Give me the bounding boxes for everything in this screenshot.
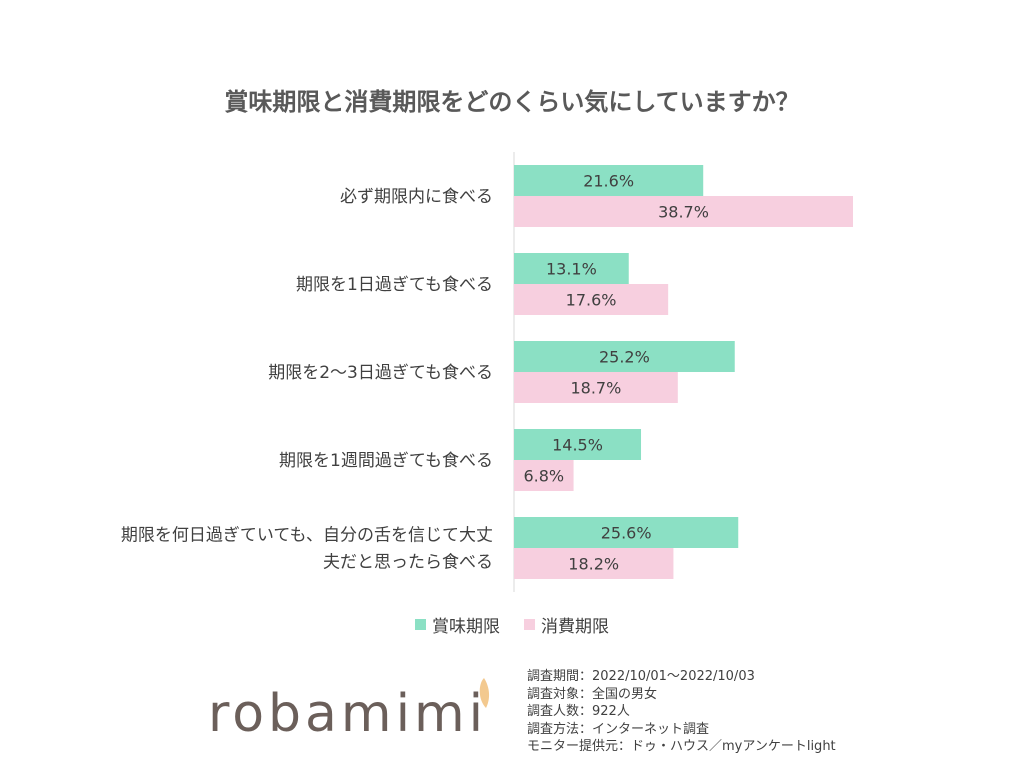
category-label: 必ず期限内に食べる <box>340 187 493 207</box>
robamimi-logo: robamimi <box>208 684 488 744</box>
bar-shoumi <box>514 341 735 372</box>
category-label: 期限を1週間過ぎても食べる <box>279 451 493 471</box>
survey-provider: モニター提供元：ドゥ・ハウス／myアンケートlight <box>527 739 836 754</box>
data-label: 14.5% <box>552 436 603 455</box>
data-label: 18.2% <box>568 555 619 574</box>
chart-title: 賞味期限と消費期限をどのくらい気にしていますか？ <box>224 88 800 116</box>
rabbit-ear-icon <box>479 678 490 708</box>
survey-target: 調査対象：全国の男女 <box>527 686 658 702</box>
data-label: 38.7% <box>658 203 709 222</box>
survey-period: 調査期間：2022/10/01～2022/10/03 <box>527 669 755 684</box>
bar-shouhi <box>514 196 853 227</box>
survey-notes: 調査期間：2022/10/01～2022/10/03 調査対象：全国の男女 調査… <box>527 668 836 756</box>
bar-chart: 必ず期限内に食べる 21.6% 38.7% 期限を1日過ぎても食べる 13.1% 17.6… <box>121 152 853 592</box>
bar-shouhi <box>514 284 669 315</box>
data-label: 18.7% <box>570 379 621 398</box>
category-label: 夫だと思ったら食べる <box>323 553 493 573</box>
data-label: 6.8% <box>523 467 564 486</box>
data-label: 25.2% <box>599 348 650 367</box>
bar-shouhi <box>514 372 678 403</box>
category-label: 期限を何日過ぎていても、自分の舌を信じて大丈 <box>121 526 493 546</box>
legend-label-shouhi: 消費期限 <box>541 617 609 637</box>
legend-swatch-shouhi <box>524 619 535 630</box>
legend-item-shoumi: 賞味期限 <box>415 612 500 637</box>
bar-shoumi <box>514 165 704 196</box>
category-label: 期限を2～3日過ぎても食べる <box>268 363 493 383</box>
legend: 賞味期限 消費期限 <box>0 612 1024 637</box>
bar-shouhi <box>514 460 574 491</box>
data-label: 17.6% <box>566 291 617 310</box>
data-label: 13.1% <box>546 260 597 279</box>
bar-shoumi <box>514 429 642 460</box>
legend-label-shoumi: 賞味期限 <box>432 617 500 637</box>
legend-item-shouhi: 消費期限 <box>524 612 609 637</box>
bar-shoumi <box>514 253 629 284</box>
category-label: 期限を1日過ぎても食べる <box>296 275 493 295</box>
survey-method: 調査方法：インターネット調査 <box>527 721 710 737</box>
legend-swatch-shoumi <box>415 619 426 630</box>
bar-shouhi <box>514 548 674 579</box>
data-label: 25.6% <box>601 524 652 543</box>
survey-count: 調査人数：922人 <box>527 704 630 719</box>
bar-shoumi <box>514 517 739 548</box>
data-label: 21.6% <box>583 172 634 191</box>
